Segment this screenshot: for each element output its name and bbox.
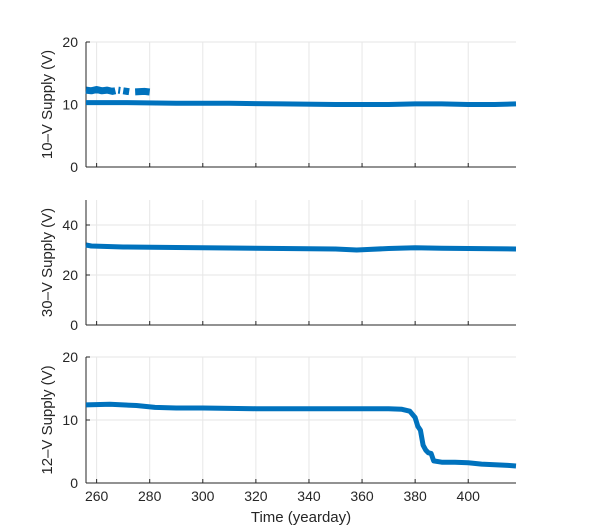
thirty-volt-y-tick-label: 40 — [62, 217, 78, 233]
twelve-volt-x-tick-label: 360 — [350, 488, 374, 504]
twelve-volt-x-tick-label: 380 — [403, 488, 427, 504]
twelve-volt-x-tick-label: 400 — [457, 488, 481, 504]
twelve-volt-y-tick-label: 0 — [70, 475, 78, 491]
twelve-volt-x-axis-label: Time (yearday) — [251, 509, 351, 525]
ten-volt-y-tick-label: 0 — [70, 159, 78, 175]
ten-volt-y-tick-label: 10 — [62, 97, 78, 113]
thirty-volt-y-axis-label: 30–V Supply (V) — [39, 208, 56, 317]
ten-volt-series-line — [85, 86, 151, 96]
ten-volt-y-axis-label: 10–V Supply (V) — [39, 50, 56, 159]
twelve-volt-x-tick-label: 340 — [297, 488, 321, 504]
twelve-volt-y-tick-label: 10 — [62, 412, 78, 428]
twelve-volt-series-line — [85, 401, 517, 469]
twelve-volt-x-tick-label: 320 — [244, 488, 268, 504]
ten-volt-y-tick-label: 20 — [62, 34, 78, 50]
thirty-volt-y-tick-label: 0 — [70, 317, 78, 333]
twelve-volt-x-tick-label: 300 — [191, 488, 215, 504]
thirty-volt-y-tick-label: 20 — [62, 267, 78, 283]
twelve-volt-x-tick-label: 260 — [85, 488, 109, 504]
ten-volt-series-line — [86, 100, 517, 107]
twelve-volt-y-tick-label: 20 — [62, 349, 78, 365]
twelve-volt-y-axis-label: 12–V Supply (V) — [39, 365, 56, 474]
twelve-volt-x-tick-label: 280 — [138, 488, 162, 504]
thirty-volt-series-line — [85, 242, 517, 253]
